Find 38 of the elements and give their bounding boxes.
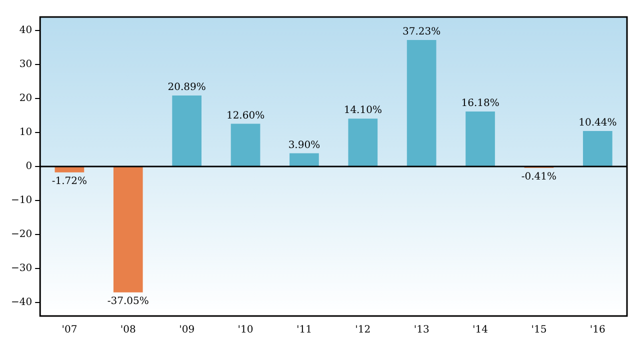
bar: [172, 96, 202, 166]
y-tick-label: −40: [10, 297, 32, 308]
data-label: 16.18%: [461, 98, 500, 110]
data-label: -1.72%: [52, 176, 88, 187]
x-tick-label: '14: [472, 324, 488, 336]
bar: [290, 153, 319, 166]
y-tick-label: −30: [10, 263, 32, 274]
bar: [54, 167, 84, 172]
y-tick-label: 40: [19, 25, 32, 36]
x-tick-label: '09: [179, 324, 195, 336]
bar: [230, 124, 260, 166]
bar: [466, 112, 495, 166]
x-tick-label: '16: [590, 324, 606, 336]
data-label: 3.90%: [288, 140, 320, 151]
x-tick-label: '10: [238, 324, 254, 336]
y-tick-label: −10: [10, 195, 32, 206]
data-label: 37.23%: [402, 26, 441, 38]
bar: [348, 118, 378, 166]
x-tick-label: '15: [531, 324, 547, 336]
x-tick-label: '08: [120, 324, 136, 336]
data-label: 20.89%: [168, 82, 206, 94]
x-tick-label: '07: [62, 324, 78, 336]
data-label: 14.10%: [344, 105, 382, 116]
x-tick-label: '11: [296, 324, 312, 336]
y-tick-label: 20: [19, 93, 32, 104]
y-tick-label: 0: [26, 161, 32, 172]
bar: [582, 131, 612, 166]
y-tick-label: 30: [19, 59, 32, 70]
data-label: -37.05%: [107, 296, 149, 307]
data-label: 10.44%: [578, 118, 617, 129]
bar: [406, 40, 436, 166]
x-tick-label: '13: [414, 324, 430, 336]
y-tick-label: −20: [10, 229, 32, 240]
bar: [113, 167, 143, 292]
data-label: 12.60%: [226, 110, 265, 122]
y-tick-label: 10: [19, 127, 32, 138]
x-tick-label: '12: [355, 324, 371, 336]
data-label: -0.41%: [521, 171, 557, 182]
